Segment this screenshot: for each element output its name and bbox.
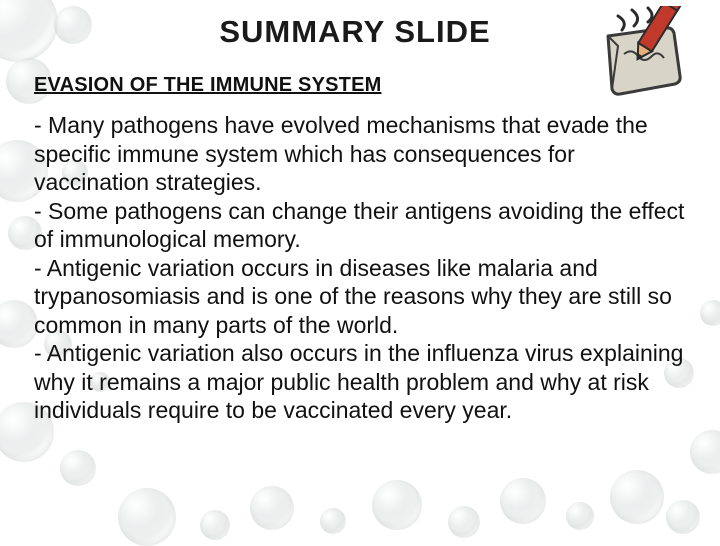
bullet-item: - Antigenic variation also occurs in the… (34, 339, 686, 425)
water-drop-icon (666, 500, 700, 534)
water-drop-icon (610, 470, 664, 524)
water-drop-icon (500, 478, 546, 524)
water-drop-icon (60, 450, 96, 486)
water-drop-icon (448, 506, 480, 538)
slide-title: SUMMARY SLIDE (24, 14, 686, 50)
water-drop-icon (690, 430, 720, 474)
water-drop-icon (320, 508, 346, 534)
water-drop-icon (250, 486, 294, 530)
bullet-item: - Some pathogens can change their antige… (34, 197, 686, 254)
bullet-item: - Antigenic variation occurs in diseases… (34, 254, 686, 340)
water-drop-icon (566, 502, 594, 530)
water-drop-icon (372, 480, 422, 530)
pencil-paper-icon (588, 6, 698, 98)
slide-body: - Many pathogens have evolved mechanisms… (34, 111, 686, 425)
bullet-item: - Many pathogens have evolved mechanisms… (34, 111, 686, 197)
water-drop-icon (118, 488, 176, 546)
water-drop-icon (200, 510, 230, 540)
